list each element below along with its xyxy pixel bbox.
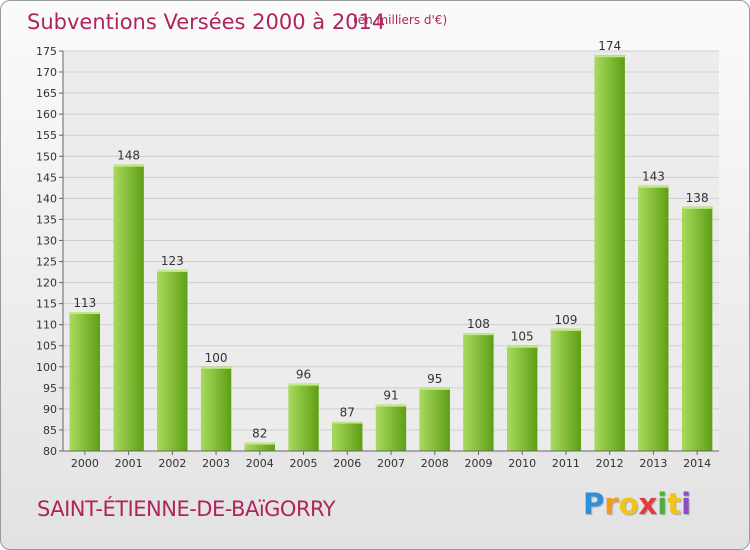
- bar-shading: [157, 269, 188, 451]
- x-tick-label: 2005: [290, 457, 318, 470]
- y-tick-label: 80: [43, 445, 57, 458]
- y-tick-label: 150: [36, 150, 57, 163]
- y-tick-label: 95: [43, 382, 57, 395]
- bar-shading: [419, 387, 450, 451]
- commune-name: SAINT-ÉTIENNE-DE-BAïGORRY: [37, 497, 336, 521]
- bar-value-label: 123: [161, 254, 184, 268]
- x-tick-label: 2012: [596, 457, 624, 470]
- bar-value-label: 148: [117, 149, 140, 163]
- bar-shading: [332, 421, 363, 451]
- y-tick-label: 125: [36, 256, 57, 269]
- bar-value-label: 138: [686, 191, 709, 205]
- y-tick-label: 145: [36, 171, 57, 184]
- y-tick-label: 110: [36, 319, 57, 332]
- bar-highlight: [288, 383, 319, 386]
- bar-highlight: [594, 55, 625, 58]
- y-tick-label: 155: [36, 129, 57, 142]
- bar-highlight: [200, 366, 232, 369]
- y-tick-label: 160: [36, 108, 57, 121]
- bar-highlight: [550, 328, 582, 331]
- bar-value-label: 143: [642, 170, 665, 184]
- bar-value-label: 174: [598, 39, 621, 53]
- bar-highlight: [682, 206, 713, 209]
- bar-value-label: 105: [511, 330, 534, 344]
- bar-value-label: 95: [427, 372, 442, 386]
- chart-title: Subventions Versées 2000 à 2014: [27, 10, 386, 34]
- x-tick-label: 2006: [333, 457, 361, 470]
- bar-highlight: [463, 333, 494, 336]
- bar-value-label: 91: [383, 389, 398, 403]
- x-tick-label: 2009: [464, 457, 492, 470]
- y-tick-label: 165: [36, 87, 57, 100]
- y-tick-label: 140: [36, 192, 57, 205]
- bar-highlight: [507, 345, 538, 348]
- bar-shading: [463, 333, 494, 451]
- x-tick-label: 2000: [71, 457, 99, 470]
- bar-shading: [682, 206, 713, 451]
- bar-shading: [594, 55, 625, 452]
- y-tick-label: 100: [36, 361, 57, 374]
- bar-highlight: [375, 404, 407, 407]
- x-tick-label: 2007: [377, 457, 405, 470]
- bar-shading: [288, 383, 319, 451]
- y-tick-label: 105: [36, 340, 57, 353]
- bar-value-label: 87: [340, 406, 355, 420]
- bar-shading: [244, 442, 275, 451]
- bar-value-label: 109: [554, 313, 577, 327]
- x-tick-label: 2010: [508, 457, 536, 470]
- bar-shading: [113, 164, 144, 451]
- x-tick-label: 2002: [158, 457, 186, 470]
- bar-highlight: [419, 387, 450, 390]
- y-tick-label: 135: [36, 213, 57, 226]
- x-tick-label: 2001: [115, 457, 143, 470]
- proxiti-logo: Proxiti: [583, 487, 692, 521]
- y-tick-label: 170: [36, 66, 57, 79]
- x-tick-label: 2014: [683, 457, 711, 470]
- y-tick-label: 175: [36, 45, 57, 58]
- bar-value-label: 108: [467, 317, 490, 331]
- bar-highlight: [157, 269, 188, 272]
- bar-shading: [507, 345, 538, 451]
- y-tick-label: 90: [43, 403, 57, 416]
- x-tick-label: 2008: [421, 457, 449, 470]
- bar-highlight: [69, 312, 100, 315]
- y-tick-label: 120: [36, 277, 57, 290]
- bar-shading: [638, 185, 669, 451]
- x-tick-label: 2013: [639, 457, 667, 470]
- bar-highlight: [638, 185, 669, 188]
- bar-value-label: 96: [296, 368, 311, 382]
- x-tick-label: 2003: [202, 457, 230, 470]
- bar-highlight: [113, 164, 144, 167]
- x-tick-label: 2004: [246, 457, 274, 470]
- bar-value-label: 100: [205, 351, 228, 365]
- y-tick-label: 85: [43, 424, 57, 437]
- bar-highlight: [244, 442, 275, 445]
- bar-shading: [200, 366, 232, 451]
- bar-shading: [550, 328, 582, 451]
- y-tick-label: 115: [36, 298, 57, 311]
- x-tick-label: 2011: [552, 457, 580, 470]
- chart-subtitle: (en milliers d'€): [353, 13, 448, 27]
- bar-value-label: 113: [73, 296, 96, 310]
- bar-highlight: [332, 421, 363, 424]
- y-tick-label: 130: [36, 234, 57, 247]
- bar-value-label: 82: [252, 427, 267, 441]
- bar-shading: [375, 404, 407, 451]
- bars-layer: 113 148 123 100 82 96 87 91 95 108 105 109 174 143 138: [69, 39, 713, 452]
- bar-shading: [69, 312, 100, 451]
- axis-layer: 80 85 90 95 100 105 110 115 120 125 130 135 140 145 15…: [36, 45, 719, 470]
